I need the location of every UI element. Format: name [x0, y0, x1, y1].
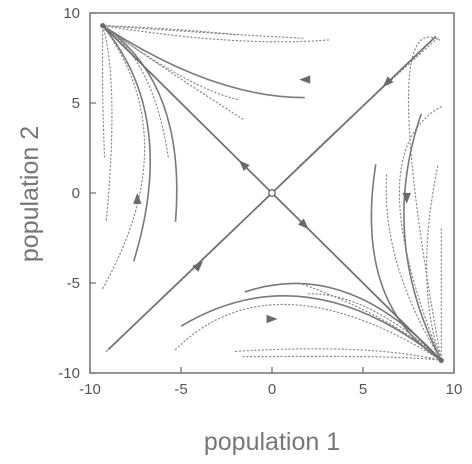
- trajectory-curve: [102, 24, 305, 99]
- trajectory-curve: [398, 106, 442, 361]
- y-tick-label: -10: [58, 365, 80, 382]
- x-tick-label: 5: [359, 381, 367, 398]
- direction-arrowhead: [133, 192, 142, 204]
- direction-arrowhead: [299, 75, 311, 84]
- y-tick-label: 5: [72, 95, 80, 112]
- direction-arrows: [133, 75, 411, 324]
- y-tick-label: -5: [67, 275, 80, 292]
- x-tick-label: 0: [268, 381, 276, 398]
- x-axis-title: population 1: [204, 428, 340, 456]
- x-tick-label: 10: [446, 381, 463, 398]
- direction-arrowhead: [382, 76, 394, 88]
- trajectory-curve: [307, 293, 442, 361]
- trajectory-curve: [180, 295, 442, 362]
- y-tick-label: 10: [63, 5, 80, 22]
- y-tick-label: 0: [72, 185, 80, 202]
- trajectory-curve: [101, 25, 106, 158]
- trajectory-curve: [426, 165, 442, 361]
- trajectory-curve: [102, 25, 330, 43]
- direction-arrowhead: [192, 261, 204, 272]
- trajectory-curve: [403, 113, 442, 361]
- trajectory-curve: [407, 36, 442, 361]
- fixed-points: [100, 23, 444, 363]
- trajectory-curve: [102, 25, 239, 100]
- direction-arrowhead: [266, 314, 278, 324]
- y-axis-ticks: -10 -5 0 5 10: [58, 5, 96, 382]
- trajectory-curve: [235, 348, 442, 361]
- y-axis-title: population 2: [16, 126, 44, 262]
- x-tick-label: -10: [79, 381, 101, 398]
- trajectory-curve: [174, 304, 442, 361]
- direction-arrowhead: [238, 160, 250, 172]
- direction-arrowhead: [402, 192, 411, 204]
- trajectory-curve: [370, 164, 442, 362]
- stable-node-lower-right: [438, 357, 444, 363]
- direction-arrowhead: [297, 218, 309, 230]
- trajectory-curve: [102, 25, 151, 262]
- stable-node-upper-left: [100, 23, 106, 29]
- x-tick-label: -5: [174, 381, 187, 398]
- trajectory-curve: [102, 25, 113, 221]
- saddle-point: [268, 189, 276, 197]
- trajectory-curve: [102, 25, 146, 289]
- trajectory-curve: [102, 25, 304, 39]
- trajectory-curve: [242, 355, 442, 361]
- trajectory-curve: [102, 25, 169, 158]
- x-axis-ticks: -10 -5 0 5 10: [79, 367, 462, 398]
- trajectory-curve: [102, 25, 237, 36]
- trajectory-curve: [385, 174, 442, 361]
- trajectory-curve: [102, 24, 178, 222]
